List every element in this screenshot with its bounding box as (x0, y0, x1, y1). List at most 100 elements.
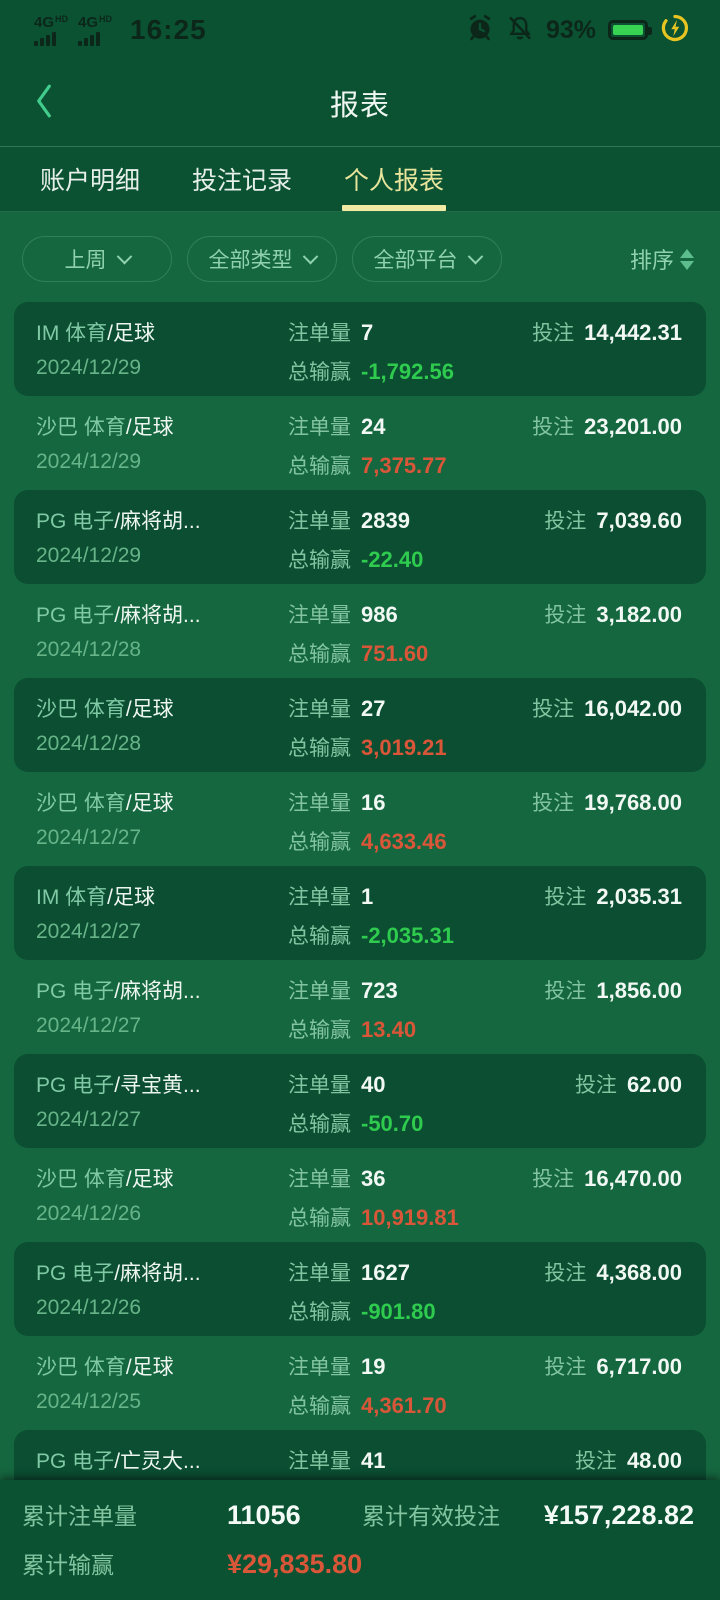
win-loss-label: 总输赢 (288, 831, 351, 854)
platform-name: PG 电子 (36, 1450, 115, 1473)
win-loss-value: -22.40 (361, 547, 424, 572)
row-title: PG 电子/寻宝黄... (36, 1069, 288, 1099)
bet-amount-label: 投注 (544, 1262, 587, 1285)
bet-amount-cell: 投注 19,768.00 (532, 787, 682, 817)
win-loss-value: 13.40 (361, 1017, 417, 1042)
bet-amount-label: 投注 (544, 510, 587, 533)
win-loss-label: 总输赢 (288, 737, 351, 760)
notifications-off-icon (506, 14, 534, 47)
bet-amount-value: 23,201.00 (584, 414, 682, 439)
report-row[interactable]: 沙巴 体育/足球 注单量 36 投注 16,470.00 2024/12/26 总输… (14, 1148, 706, 1242)
row-date: 2024/12/29 (36, 450, 142, 473)
row-title: PG 电子/麻将胡... (36, 975, 288, 1005)
win-loss-label: 总输赢 (288, 643, 351, 666)
tab[interactable]: 投注记录 (192, 147, 292, 211)
report-row[interactable]: 沙巴 体育/足球 注单量 24 投注 23,201.00 2024/12/29 总输… (14, 396, 706, 490)
row-title: 沙巴 体育/足球 (36, 411, 288, 441)
bet-amount-cell: 投注 7,039.60 (544, 505, 682, 535)
sort-arrows-icon (680, 248, 694, 270)
bet-count-label: 注单量 (288, 1168, 351, 1191)
bet-count-value: 723 (361, 978, 398, 1003)
filter-dropdown[interactable]: 上周 (22, 236, 172, 282)
row-date: 2024/12/27 (36, 1108, 142, 1131)
win-loss-value: 751.60 (361, 641, 429, 666)
tab[interactable]: 个人报表 (342, 147, 447, 211)
win-loss-cell: 总输赢 -1,792.56 (288, 356, 532, 386)
bet-count-value: 1 (361, 884, 374, 909)
total-win-value: ¥29,835.80 (227, 1549, 363, 1579)
total-count-value: 11056 (227, 1500, 301, 1530)
tab-label: 投注记录 (192, 167, 293, 195)
win-loss-cell: 总输赢 7,375.77 (288, 450, 532, 480)
game-name: /足球 (125, 698, 174, 721)
bet-count-label: 注单量 (288, 510, 351, 533)
bet-count-label: 注单量 (288, 980, 351, 1003)
report-row[interactable]: 沙巴 体育/足球 注单量 16 投注 19,768.00 2024/12/27 总输… (14, 772, 706, 866)
report-row[interactable]: IM 体育/足球 注单量 7 投注 14,442.31 2024/12/29 总输赢… (14, 302, 706, 396)
bet-count-value: 986 (361, 602, 398, 627)
sort-button[interactable]: 排序 (630, 243, 694, 275)
filter-dropdown[interactable]: 全部平台 (352, 236, 502, 282)
bet-amount-value: 6,717.00 (596, 1354, 682, 1379)
win-loss-label: 总输赢 (288, 1207, 351, 1230)
bet-amount-cell: 投注 2,035.31 (544, 881, 682, 911)
row-date: 2024/12/29 (36, 356, 142, 379)
bet-amount-cell: 投注 62.00 (575, 1069, 682, 1099)
row-title: 沙巴 体育/足球 (36, 1163, 288, 1193)
bet-count-label: 注单量 (288, 322, 351, 345)
row-date: 2024/12/25 (36, 1390, 142, 1413)
row-date: 2024/12/27 (36, 1014, 142, 1037)
filter-dropdown-label: 上周 (64, 249, 107, 272)
bet-count-value: 16 (361, 790, 386, 815)
win-loss-cell: 总输赢 -50.70 (288, 1108, 575, 1138)
report-row[interactable]: PG 电子/麻将胡... 注单量 1627 投注 4,368.00 2024/12/… (14, 1242, 706, 1336)
report-list: IM 体育/足球 注单量 7 投注 14,442.31 2024/12/29 总输赢… (0, 302, 720, 1524)
battery-percent: 93% (545, 15, 596, 44)
bet-amount-value: 16,470.00 (584, 1166, 682, 1191)
win-loss-value: 10,919.81 (361, 1205, 459, 1230)
total-valid-bet-label: 累计有效投注 (362, 1503, 500, 1529)
game-name: /足球 (125, 792, 174, 815)
tab[interactable]: 账户明细 (40, 147, 140, 211)
summary-footer: 累计注单量 11056 累计有效投注 ¥157,228.82 累计输赢 ¥29,… (0, 1480, 720, 1600)
bet-amount-label: 投注 (544, 604, 587, 627)
signal-icon: 4G HD (78, 14, 112, 46)
bet-count-value: 36 (361, 1166, 386, 1191)
back-button[interactable] (24, 83, 64, 123)
report-row[interactable]: PG 电子/麻将胡... 注单量 2839 投注 7,039.60 2024/12/… (14, 490, 706, 584)
bet-count-cell: 注单量 24 (288, 411, 532, 441)
chevron-down-icon (116, 248, 132, 264)
report-row[interactable]: IM 体育/足球 注单量 1 投注 2,035.31 2024/12/27 总输赢 -… (14, 866, 706, 960)
bet-count-cell: 注单量 36 (288, 1163, 532, 1193)
bet-amount-value: 7,039.60 (596, 508, 682, 533)
filter-dropdown[interactable]: 全部类型 (187, 236, 337, 282)
platform-name: 沙巴 体育 (36, 698, 126, 721)
report-row[interactable]: PG 电子/麻将胡... 注单量 986 投注 3,182.00 2024/12/2… (14, 584, 706, 678)
game-name: /麻将胡... (114, 980, 201, 1003)
chevron-down-icon (302, 248, 318, 264)
win-loss-label: 总输赢 (288, 455, 351, 478)
bet-amount-label: 投注 (544, 1356, 587, 1379)
total-count-label: 累计注单量 (22, 1503, 137, 1529)
game-name: /麻将胡... (114, 1262, 201, 1285)
row-date: 2024/12/28 (36, 732, 142, 755)
report-row[interactable]: PG 电子/麻将胡... 注单量 723 投注 1,856.00 2024/12/2… (14, 960, 706, 1054)
platform-name: 沙巴 体育 (36, 1168, 126, 1191)
win-loss-value: -901.80 (361, 1299, 436, 1324)
bet-count-cell: 注单量 27 (288, 693, 532, 723)
sort-label: 排序 (629, 248, 674, 273)
bet-amount-value: 62.00 (626, 1072, 682, 1097)
platform-name: IM 体育 (36, 322, 108, 345)
row-date: 2024/12/29 (36, 544, 142, 567)
bet-count-label: 注单量 (288, 886, 351, 909)
report-row[interactable]: 沙巴 体育/足球 注单量 27 投注 16,042.00 2024/12/28 总输… (14, 678, 706, 772)
report-row[interactable]: 沙巴 体育/足球 注单量 19 投注 6,717.00 2024/12/25 总输赢… (14, 1336, 706, 1430)
tab-active-underline (342, 205, 447, 211)
win-loss-value: 7,375.77 (361, 453, 447, 478)
bet-amount-cell: 投注 14,442.31 (532, 317, 682, 347)
report-row[interactable]: PG 电子/寻宝黄... 注单量 40 投注 62.00 2024/12/27 总输… (14, 1054, 706, 1148)
app-header: 报表 (0, 60, 720, 146)
game-name: /亡灵大... (114, 1450, 201, 1473)
bet-count-label: 注单量 (288, 1262, 351, 1285)
bet-count-label: 注单量 (288, 1356, 351, 1379)
